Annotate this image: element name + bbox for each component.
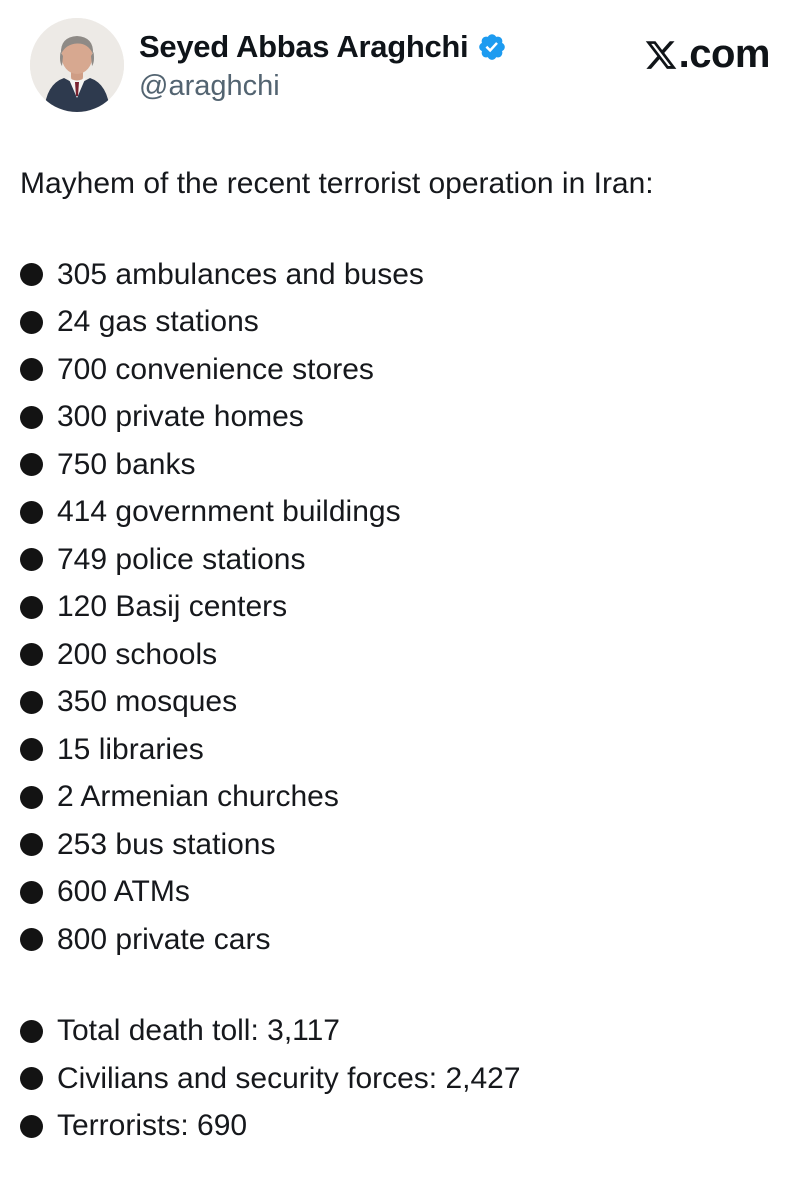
x-com-watermark: .com — [644, 18, 771, 77]
verified-badge-icon[interactable] — [477, 32, 507, 62]
list-item-text: 350 mosques — [57, 685, 238, 719]
avatar[interactable] — [30, 18, 124, 112]
brand-suffix-text: .com — [678, 32, 771, 76]
list-item: 749 police stations — [20, 536, 780, 584]
name-row: Seyed Abbas Araghchi — [139, 29, 507, 65]
casualty-totals-list: Total death toll: 3,117 Civilians and se… — [20, 1008, 780, 1151]
list-item: 300 private homes — [20, 394, 780, 442]
user-handle[interactable]: @araghchi — [139, 70, 280, 102]
list-item: 120 Basij centers — [20, 584, 780, 632]
bullet-icon — [20, 358, 43, 382]
list-item-text: 253 bus stations — [57, 827, 276, 861]
bullet-icon — [20, 833, 43, 857]
list-item: 414 government buildings — [20, 489, 780, 537]
list-item-text: 749 police stations — [57, 542, 306, 576]
list-item-text: Civilians and security forces: 2,427 — [57, 1061, 521, 1095]
list-item: Civilians and security forces: 2,427 — [20, 1055, 780, 1103]
bullet-icon — [20, 928, 43, 952]
avatar-image — [30, 18, 124, 112]
list-item-text: Total death toll: 3,117 — [57, 1014, 340, 1048]
tweet-body: Mayhem of the recent terrorist operation… — [0, 112, 800, 1150]
bullet-icon — [20, 453, 43, 477]
bullet-icon — [20, 1067, 43, 1091]
bullet-icon — [20, 405, 43, 429]
list-item: Terrorists: 690 — [20, 1103, 780, 1151]
bullet-icon — [20, 595, 43, 619]
list-item: 24 gas stations — [20, 299, 780, 347]
list-item: 200 schools — [20, 631, 780, 679]
list-item: 2 Armenian churches — [20, 774, 780, 822]
list-item-text: 200 schools — [57, 637, 218, 671]
bullet-icon — [20, 500, 43, 524]
list-item: Total death toll: 3,117 — [20, 1008, 780, 1056]
list-item: 800 private cars — [20, 916, 780, 964]
bullet-icon — [20, 548, 43, 572]
user-identity: Seyed Abbas Araghchi @araghchi — [139, 18, 507, 103]
tweet-title: Mayhem of the recent terrorist operation… — [20, 167, 654, 200]
list-item: 750 banks — [20, 441, 780, 489]
list-item: 253 bus stations — [20, 821, 780, 869]
list-item-text: 750 banks — [57, 447, 196, 481]
list-item-text: 2 Armenian churches — [57, 780, 339, 814]
bullet-icon — [20, 1019, 43, 1043]
display-name[interactable]: Seyed Abbas Araghchi — [139, 29, 469, 64]
list-item-text: 24 gas stations — [57, 305, 259, 339]
x-logo-icon — [645, 40, 676, 69]
list-item-text: 414 government buildings — [57, 495, 401, 529]
list-item: 350 mosques — [20, 679, 780, 727]
damage-list: 305 ambulances and buses 24 gas stations… — [20, 251, 780, 964]
tweet-header: Seyed Abbas Araghchi @araghchi .com — [0, 0, 800, 112]
list-item-text: 300 private homes — [57, 400, 304, 434]
bullet-icon — [20, 263, 43, 287]
bullet-icon — [20, 690, 43, 714]
list-item-text: 15 libraries — [57, 732, 204, 766]
list-item: 700 convenience stores — [20, 346, 780, 394]
bullet-icon — [20, 643, 43, 667]
list-item-text: 700 convenience stores — [57, 352, 374, 386]
bullet-icon — [20, 738, 43, 762]
list-item: 600 ATMs — [20, 869, 780, 917]
list-item-text: 120 Basij centers — [57, 590, 288, 624]
bullet-icon — [20, 785, 43, 809]
list-item-text: 600 ATMs — [57, 875, 190, 909]
list-item-text: 800 private cars — [57, 922, 271, 956]
list-item-text: Terrorists: 690 — [57, 1109, 248, 1143]
bullet-icon — [20, 880, 43, 904]
bullet-icon — [20, 310, 43, 334]
list-item: 305 ambulances and buses — [20, 251, 780, 299]
bullet-icon — [20, 1114, 43, 1138]
list-item-text: 305 ambulances and buses — [57, 257, 424, 291]
list-item: 15 libraries — [20, 726, 780, 774]
